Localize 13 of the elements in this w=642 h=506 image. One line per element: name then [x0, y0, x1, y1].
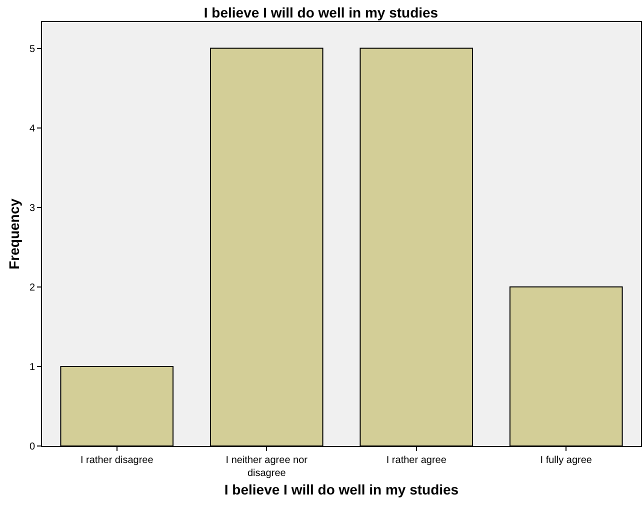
chart-title: I believe I will do well in my studies	[204, 4, 438, 20]
x-tick-label: I fully agree	[540, 455, 592, 466]
y-axis-title: Frequency	[6, 198, 22, 270]
x-tick-label: I neither agree nor disagree	[226, 455, 308, 479]
y-tick-label: 0	[29, 442, 36, 452]
x-tick-label: I rather disagree	[80, 455, 154, 466]
y-tick-label: 2	[29, 282, 36, 294]
y-tick-label: 5	[29, 44, 36, 55]
x-tick-label: I rather agree	[386, 455, 447, 466]
y-tick-label: 3	[29, 202, 36, 214]
y-tick-label: 1	[29, 362, 36, 373]
x-axis-title: I believe I will do well in my studies	[224, 481, 459, 498]
y-tick-label: 4	[29, 123, 36, 134]
